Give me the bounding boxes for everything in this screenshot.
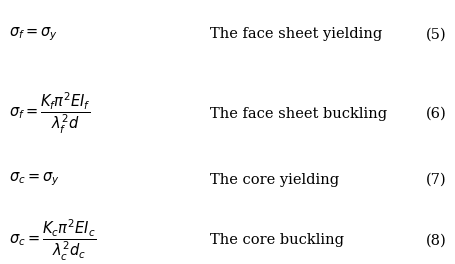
Text: The core yielding: The core yielding	[209, 172, 338, 187]
Text: $\sigma_{f} = \sigma_{y}$: $\sigma_{f} = \sigma_{y}$	[9, 26, 58, 43]
Text: (5): (5)	[425, 27, 446, 41]
Text: $\sigma_{c} = \dfrac{K_{c}\pi^{2}EI_{c}}{\lambda_{c}^{2}d_{c}}$: $\sigma_{c} = \dfrac{K_{c}\pi^{2}EI_{c}}…	[9, 218, 96, 263]
Text: The core buckling: The core buckling	[209, 233, 343, 247]
Text: The face sheet buckling: The face sheet buckling	[209, 106, 386, 121]
Text: (8): (8)	[425, 233, 446, 247]
Text: (7): (7)	[425, 172, 446, 187]
Text: $\sigma_{f} = \dfrac{K_{f}\pi^{2}EI_{f}}{\lambda_{f}^{2}d}$: $\sigma_{f} = \dfrac{K_{f}\pi^{2}EI_{f}}…	[9, 91, 91, 136]
Text: (6): (6)	[425, 106, 446, 121]
Text: The face sheet yielding: The face sheet yielding	[209, 27, 381, 41]
Text: $\sigma_{c} = \sigma_{y}$: $\sigma_{c} = \sigma_{y}$	[9, 171, 60, 188]
